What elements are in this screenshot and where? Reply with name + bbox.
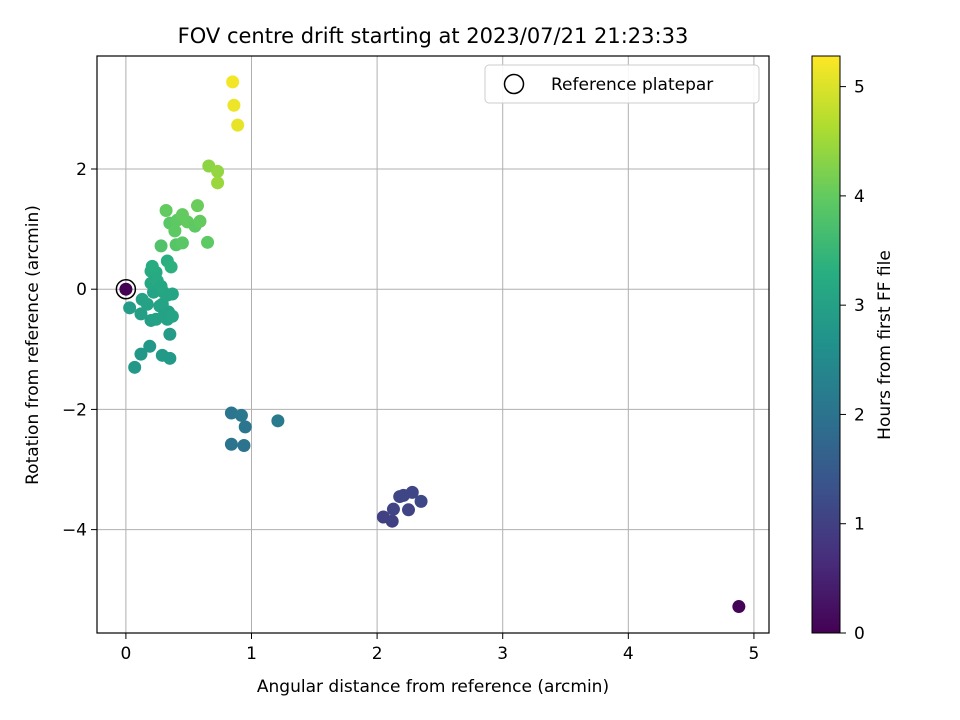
colorbar-tick-label: 5 xyxy=(854,78,865,98)
legend: Reference platepar xyxy=(484,64,760,104)
data-point xyxy=(201,235,215,249)
data-point xyxy=(134,307,148,321)
data-point xyxy=(140,297,154,311)
data-point xyxy=(165,287,179,301)
data-point xyxy=(128,360,142,374)
x-tick-label: 2 xyxy=(372,644,383,664)
y-tick-label: −2 xyxy=(62,400,87,420)
colorbar-tick-label: 1 xyxy=(854,515,865,535)
data-point xyxy=(405,485,419,499)
x-tick-label: 1 xyxy=(246,644,257,664)
data-point xyxy=(123,301,137,315)
data-point xyxy=(159,203,173,217)
data-point xyxy=(402,503,416,517)
colorbar-tick-label: 0 xyxy=(854,624,865,644)
colorbar-tick-label: 3 xyxy=(854,296,865,316)
y-tick-label: 2 xyxy=(76,160,87,180)
legend-marker-reference xyxy=(503,73,525,95)
y-tick-label: 0 xyxy=(76,280,87,300)
x-tick-label: 4 xyxy=(623,644,634,664)
data-point xyxy=(164,260,178,274)
data-point xyxy=(119,282,133,296)
data-point xyxy=(237,438,251,452)
data-point xyxy=(231,118,245,132)
grid-vertical xyxy=(125,56,755,633)
legend-entry-reference: Reference platepar xyxy=(551,75,713,95)
x-axis-ticks: 0 1 2 3 4 5 xyxy=(120,633,759,664)
data-point xyxy=(224,406,238,420)
data-point xyxy=(211,164,225,178)
data-point xyxy=(163,351,177,365)
data-point xyxy=(211,176,225,190)
data-point xyxy=(165,309,179,323)
colorbar-gradient xyxy=(811,55,841,634)
data-point xyxy=(414,494,428,508)
colorbar: 0 1 2 3 4 5 Hours from first FF file xyxy=(811,55,895,644)
x-tick-label: 3 xyxy=(497,644,508,664)
y-axis-label: Rotation from reference (arcmin) xyxy=(23,205,43,485)
colorbar-label: Hours from first FF file xyxy=(875,250,895,440)
x-tick-label: 5 xyxy=(749,644,760,664)
colorbar-ticks: 0 1 2 3 4 5 xyxy=(840,78,865,644)
data-points xyxy=(119,75,746,614)
data-point xyxy=(168,224,182,238)
data-point xyxy=(134,347,148,361)
y-tick-label: −4 xyxy=(62,521,87,541)
legend-box xyxy=(484,64,760,104)
data-point xyxy=(190,199,204,213)
data-point xyxy=(163,327,177,341)
data-point xyxy=(234,408,248,422)
x-tick-label: 0 xyxy=(120,644,131,664)
data-point xyxy=(175,236,189,250)
plot-area xyxy=(96,55,770,634)
chart-title: FOV centre drift starting at 2023/07/21 … xyxy=(178,24,689,48)
data-point xyxy=(154,279,168,293)
data-point xyxy=(271,414,285,428)
data-point xyxy=(224,437,238,451)
data-point xyxy=(227,98,241,112)
data-point xyxy=(226,75,240,89)
colorbar-tick-label: 4 xyxy=(854,187,865,207)
x-axis-label: Angular distance from reference (arcmin) xyxy=(257,677,609,697)
y-axis-ticks: −4 −2 0 2 xyxy=(62,160,97,541)
data-point xyxy=(385,514,399,528)
reference-platepar-marker xyxy=(115,278,137,300)
data-point xyxy=(238,420,252,434)
data-point xyxy=(154,239,168,253)
data-point xyxy=(145,259,159,273)
data-point xyxy=(143,339,157,353)
reference-marker-group xyxy=(115,278,137,300)
colorbar-tick-label: 2 xyxy=(854,405,865,425)
data-point xyxy=(193,214,207,228)
data-point xyxy=(732,600,746,614)
plot-frame xyxy=(96,55,770,634)
plot-background xyxy=(97,56,769,633)
data-point xyxy=(386,502,400,516)
